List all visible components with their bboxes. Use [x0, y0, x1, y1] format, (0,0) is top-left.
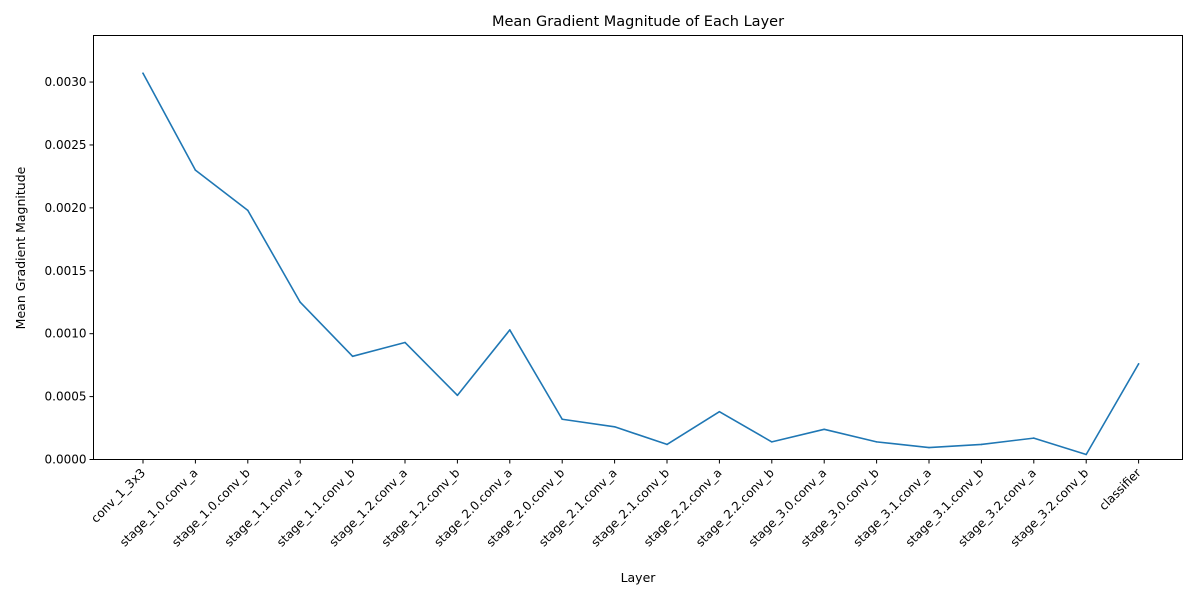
data-point — [1137, 363, 1140, 365]
data-point — [247, 209, 249, 212]
data-point — [1085, 453, 1087, 456]
data-point — [666, 443, 668, 446]
y-axis-ticks: 0.0000 0.0005 0.0010 0.0015 0.0020 0.0025 0.00… — [45, 75, 94, 467]
y-tick-label: 0.0000 — [45, 453, 87, 467]
data-point — [142, 72, 144, 75]
data-point — [875, 441, 878, 443]
y-tick-label: 0.0025 — [45, 138, 87, 152]
x-axis-label: Layer — [621, 570, 657, 585]
y-axis-label: Mean Gradient Magnitude — [13, 166, 28, 329]
y-tick-label: 0.0015 — [45, 264, 87, 278]
series-line — [142, 72, 1140, 456]
data-point — [718, 410, 721, 413]
data-point — [456, 394, 459, 397]
data-point — [404, 341, 406, 344]
plot-frame — [93, 35, 1183, 460]
y-tick-label: 0.0005 — [45, 390, 87, 404]
data-point — [980, 443, 983, 446]
chart-title: Mean Gradient Magnitude of Each Layer — [492, 14, 784, 30]
y-tick-label: 0.0020 — [45, 201, 87, 215]
data-point — [299, 301, 302, 304]
data-point — [613, 425, 616, 428]
data-point — [1033, 437, 1035, 439]
data-point — [194, 169, 197, 171]
y-tick-label: 0.0030 — [45, 75, 87, 89]
data-point — [928, 446, 930, 449]
data-point — [771, 441, 773, 443]
data-point — [561, 418, 563, 421]
data-point — [509, 329, 511, 331]
series-layer — [142, 72, 1140, 456]
y-tick-label: 0.0010 — [45, 327, 87, 341]
data-point — [823, 428, 825, 431]
data-point — [351, 355, 354, 358]
x-tick-label: classifier — [1096, 466, 1143, 513]
x-axis-ticks: conv_1_3x3stage_1.0.conv_astage_1.0.conv… — [88, 459, 1144, 550]
